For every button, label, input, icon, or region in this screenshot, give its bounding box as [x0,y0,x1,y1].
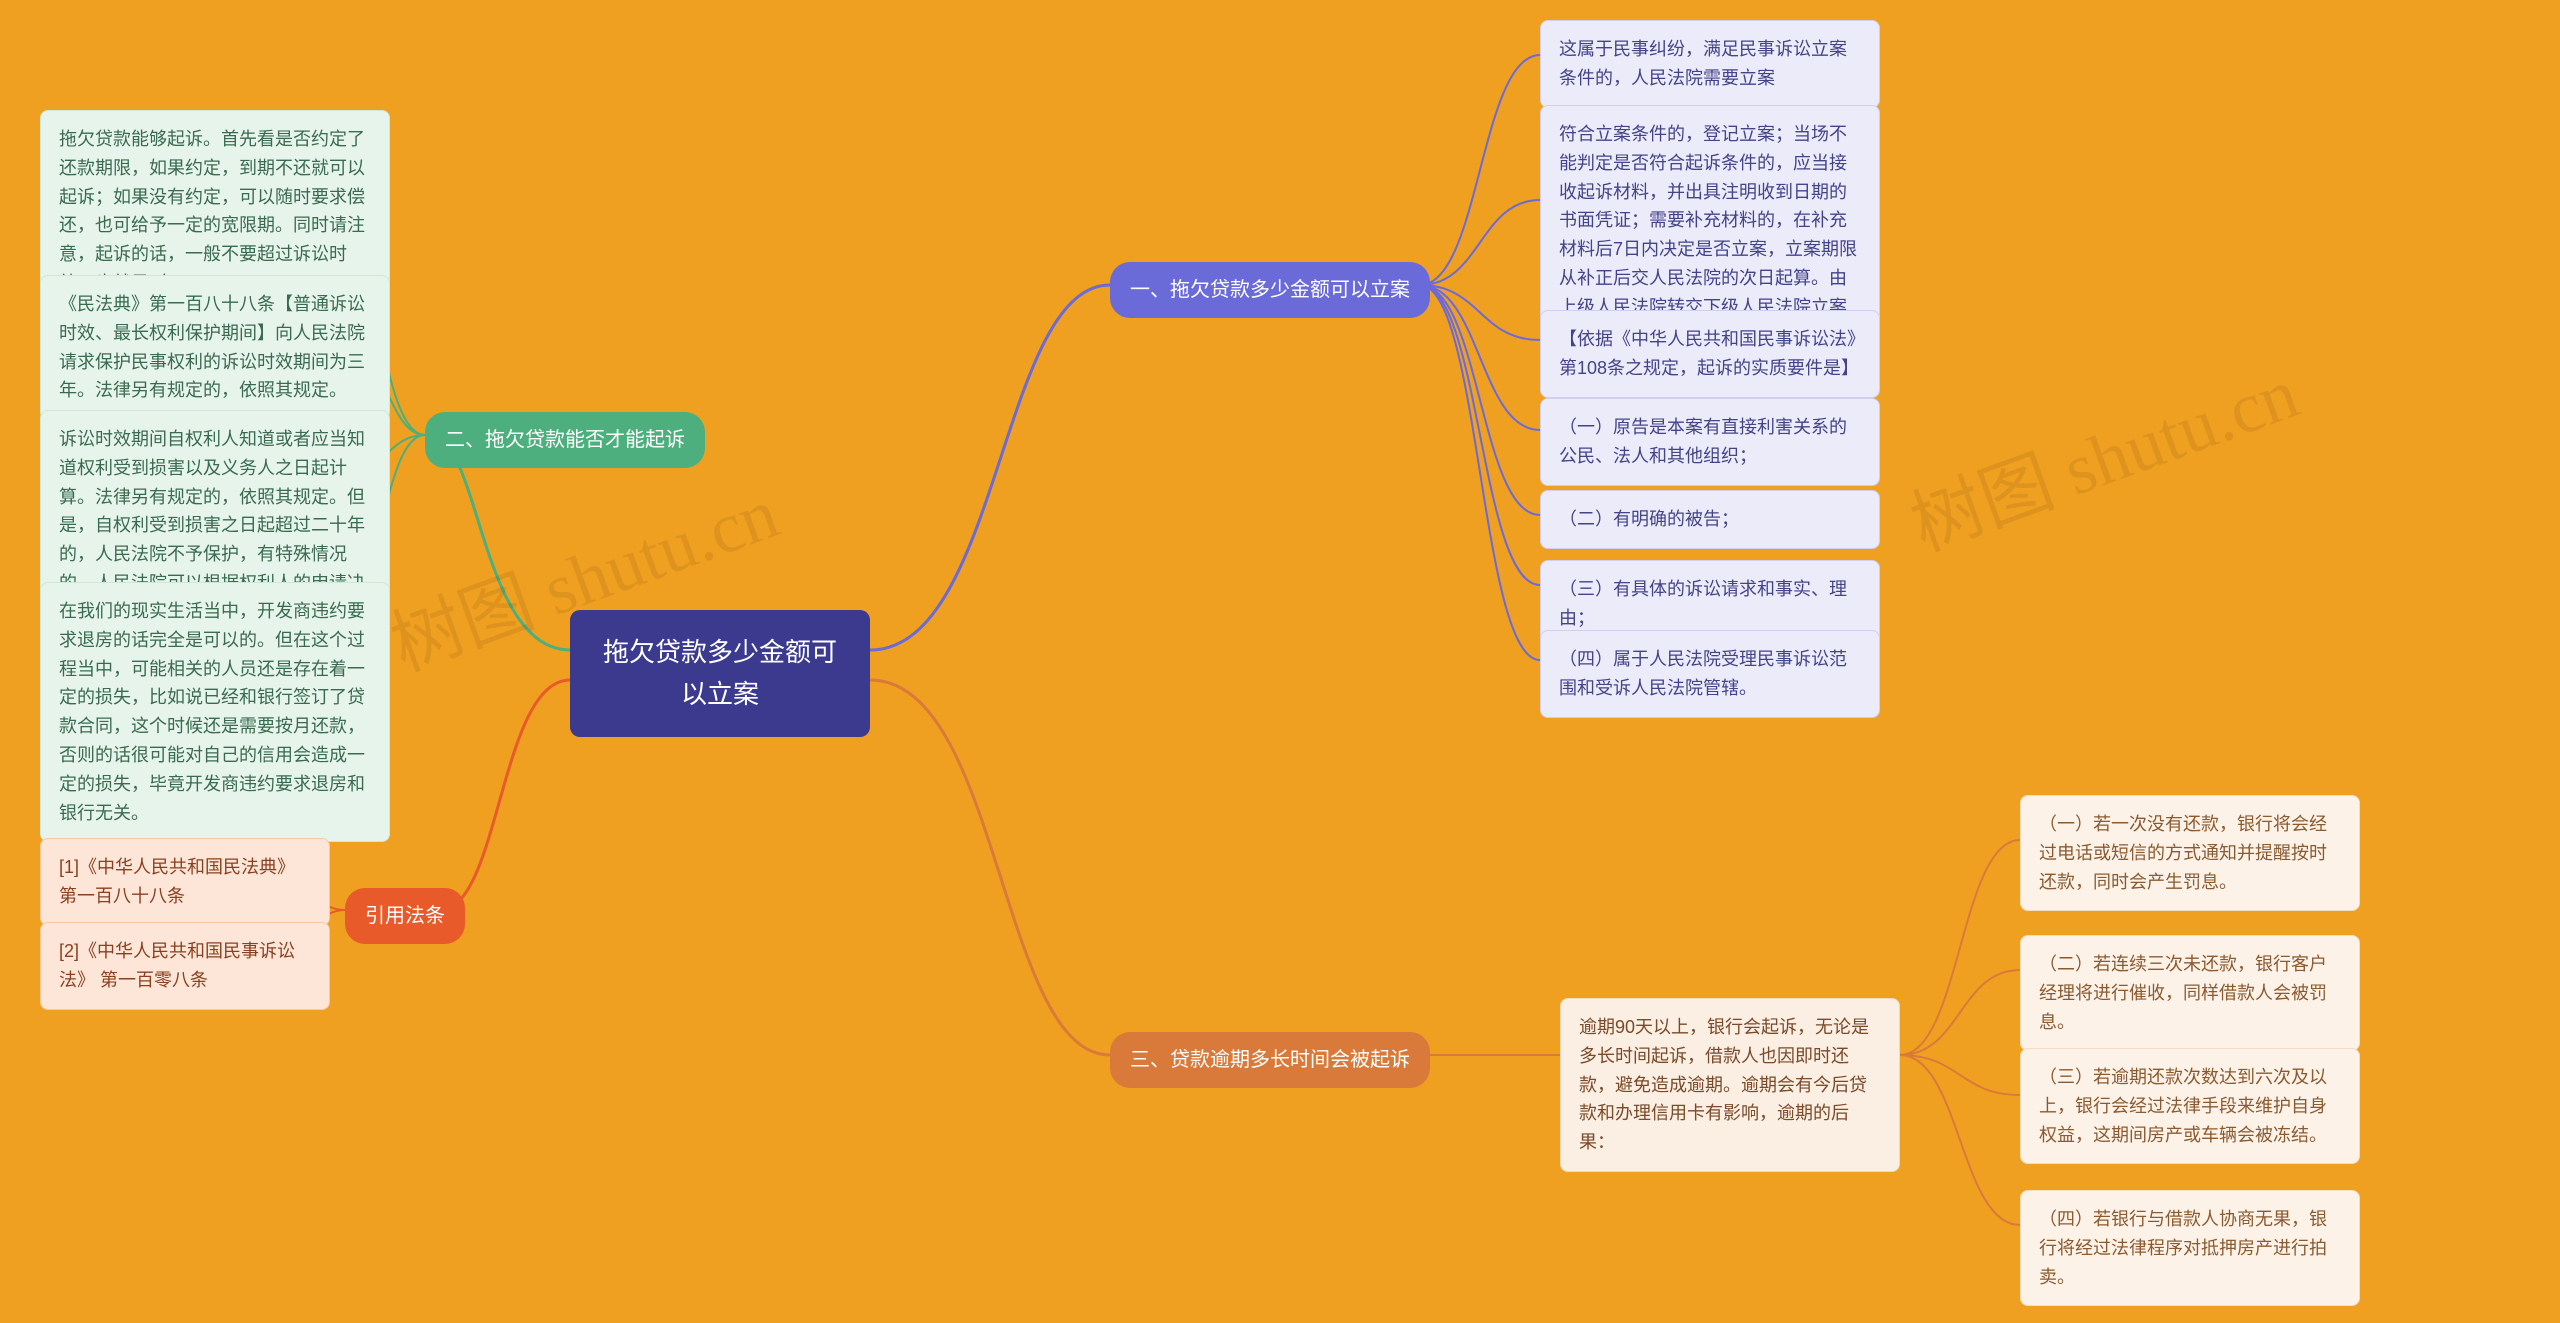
b1-leaf-6[interactable]: （四）属于人民法院受理民事诉讼范围和受诉人民法院管辖。 [1540,630,1880,718]
b4-leaf-0[interactable]: [1]《中华人民共和国民法典》 第一百八十八条 [40,838,330,926]
branch-2-label: 二、拖欠贷款能否才能起诉 [445,429,685,451]
root-title: 拖欠贷款多少金额可以立案 [603,637,837,709]
branch-4[interactable]: 引用法条 [345,888,465,944]
branch-4-label: 引用法条 [365,905,445,927]
b2-leaf-3[interactable]: 在我们的现实生活当中，开发商违约要求退房的话完全是可以的。但在这个过程当中，可能… [40,582,390,842]
b3-sub-2[interactable]: （三）若逾期还款次数达到六次及以上，银行会经过法律手段来维护自身权益，这期间房产… [2020,1048,2360,1164]
branch-3-label: 三、贷款逾期多长时间会被起诉 [1130,1049,1410,1071]
b3-sub-3[interactable]: （四）若银行与借款人协商无果，银行将经过法律程序对抵押房产进行拍卖。 [2020,1190,2360,1306]
b1-leaf-0[interactable]: 这属于民事纠纷，满足民事诉讼立案条件的，人民法院需要立案 [1540,20,1880,108]
b1-leaf-2[interactable]: 【依据《中华人民共和国民事诉讼法》第108条之规定，起诉的实质要件是】 [1540,310,1880,398]
b1-leaf-3[interactable]: （一）原告是本案有直接利害关系的公民、法人和其他组织； [1540,398,1880,486]
branch-3[interactable]: 三、贷款逾期多长时间会被起诉 [1110,1032,1430,1088]
b3-sub-1[interactable]: （二）若连续三次未还款，银行客户经理将进行催收，同样借款人会被罚息。 [2020,935,2360,1051]
b1-leaf-4[interactable]: （二）有明确的被告； [1540,490,1880,549]
branch-1[interactable]: 一、拖欠贷款多少金额可以立案 [1110,262,1430,318]
b2-leaf-1[interactable]: 《民法典》第一百八十八条【普通诉讼时效、最长权利保护期间】向人民法院请求保护民事… [40,275,390,420]
b3-leaf[interactable]: 逾期90天以上，银行会起诉，无论是多长时间起诉，借款人也因即时还款，避免造成逾期… [1560,998,1900,1172]
branch-1-label: 一、拖欠贷款多少金额可以立案 [1130,279,1410,301]
root-node[interactable]: 拖欠贷款多少金额可以立案 [570,610,870,737]
b4-leaf-1[interactable]: [2]《中华人民共和国民事诉讼法》 第一百零八条 [40,922,330,1010]
b3-sub-0[interactable]: （一）若一次没有还款，银行将会经过电话或短信的方式通知并提醒按时还款，同时会产生… [2020,795,2360,911]
watermark-right: 树图 shutu.cn [1894,334,2310,571]
branch-2[interactable]: 二、拖欠贷款能否才能起诉 [425,412,705,468]
